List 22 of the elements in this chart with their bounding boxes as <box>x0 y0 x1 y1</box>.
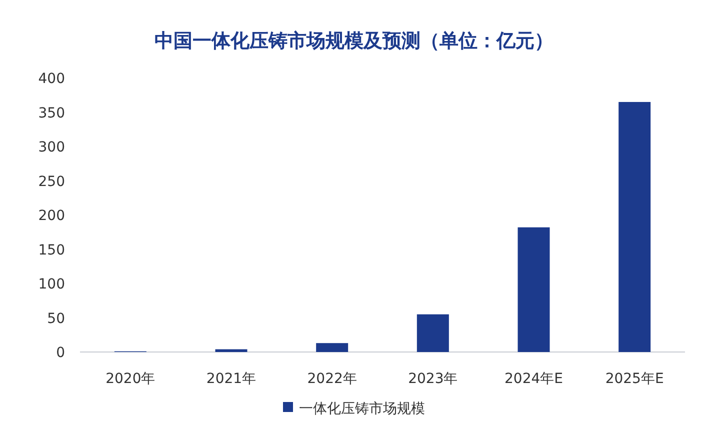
bar <box>518 227 550 352</box>
x-tick-label: 2023年 <box>408 371 458 387</box>
y-tick-label: 100 <box>38 276 65 292</box>
x-tick-label: 2022年 <box>307 371 357 387</box>
x-tick-label: 2024年E <box>504 371 563 387</box>
x-tick-label: 2020年 <box>106 371 156 387</box>
x-tick-label: 2025年E <box>605 371 664 387</box>
y-tick-label: 200 <box>38 208 65 224</box>
y-tick-label: 350 <box>38 105 65 122</box>
y-tick-label: 400 <box>38 71 65 87</box>
y-tick-label: 150 <box>38 242 65 258</box>
y-tick-label: 0 <box>56 345 65 361</box>
bar <box>215 349 248 352</box>
bar <box>618 102 651 352</box>
x-tick-label: 2021年 <box>206 371 256 387</box>
bar <box>316 343 348 352</box>
bar <box>416 314 449 352</box>
legend-label: 一体化压铸市场规模 <box>299 401 425 417</box>
y-tick-label: 250 <box>38 174 65 190</box>
chart-title: 中国一体化压铸市场规模及预测（单位：亿元） <box>154 30 554 52</box>
y-tick-label: 300 <box>38 140 65 156</box>
y-tick-label: 50 <box>47 310 65 327</box>
